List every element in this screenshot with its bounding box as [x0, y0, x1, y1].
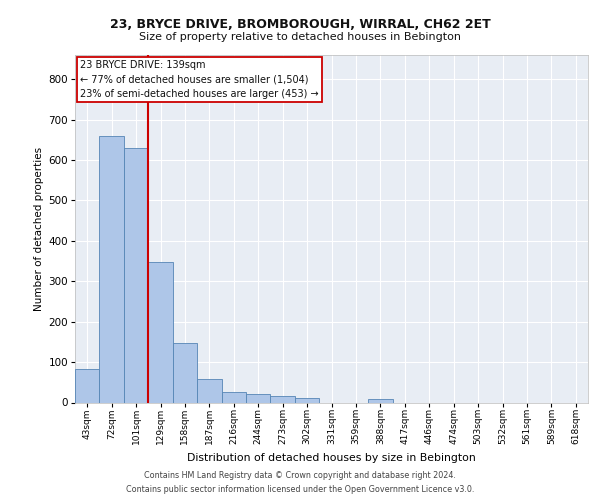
Text: 23, BRYCE DRIVE, BROMBOROUGH, WIRRAL, CH62 2ET: 23, BRYCE DRIVE, BROMBOROUGH, WIRRAL, CH…: [110, 18, 490, 30]
Bar: [368, 400, 392, 402]
Bar: [148, 262, 173, 402]
Text: 23 BRYCE DRIVE: 139sqm
← 77% of detached houses are smaller (1,504)
23% of semi-: 23 BRYCE DRIVE: 139sqm ← 77% of detached…: [80, 60, 319, 99]
Bar: [221, 392, 246, 402]
Bar: [246, 394, 271, 402]
Bar: [295, 398, 319, 402]
Text: Contains HM Land Registry data © Crown copyright and database right 2024.
Contai: Contains HM Land Registry data © Crown c…: [126, 472, 474, 494]
Bar: [197, 379, 221, 402]
Bar: [124, 148, 148, 403]
Text: Size of property relative to detached houses in Bebington: Size of property relative to detached ho…: [139, 32, 461, 42]
Bar: [173, 343, 197, 402]
X-axis label: Distribution of detached houses by size in Bebington: Distribution of detached houses by size …: [187, 453, 476, 463]
Y-axis label: Number of detached properties: Number of detached properties: [34, 146, 44, 311]
Bar: [100, 136, 124, 402]
Bar: [271, 396, 295, 402]
Bar: [75, 369, 100, 402]
